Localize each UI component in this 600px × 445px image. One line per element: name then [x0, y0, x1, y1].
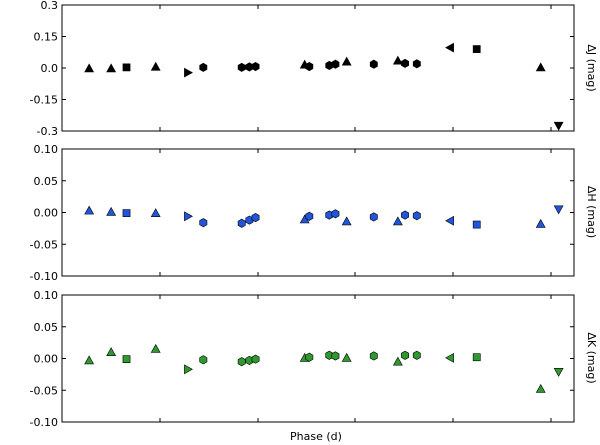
- data-point-square: [472, 220, 481, 229]
- ytick-label: 0.05: [34, 175, 59, 188]
- data-point-triangle-up: [84, 205, 95, 215]
- data-point-triangle-up: [341, 216, 352, 226]
- data-point-triangle-up: [535, 383, 546, 393]
- data-point-hexagon: [412, 211, 421, 221]
- data-point-square: [122, 209, 131, 218]
- data-point-hexagon: [251, 213, 260, 223]
- data-point-triangle-right: [184, 211, 193, 222]
- panel-k: 0.10 0.05 0.00 -0.05 -0.10 ΔK (mag): [30, 289, 598, 429]
- plot-area-j: [61, 4, 575, 132]
- data-point-triangle-left: [445, 352, 454, 363]
- yticks-h: 0.10 0.05 0.00 -0.05 -0.10: [30, 143, 574, 283]
- data-point-triangle-up: [535, 218, 546, 228]
- data-point-hexagon: [305, 211, 314, 221]
- data-point-triangle-up: [150, 343, 161, 353]
- data-point-hexagon: [369, 59, 378, 69]
- data-point-triangle-up: [84, 355, 95, 365]
- ytick-label: -0.3: [37, 125, 58, 138]
- data-point-triangle-up: [84, 63, 95, 73]
- data-point-hexagon: [305, 352, 314, 362]
- ytick-label: 0.15: [34, 31, 59, 44]
- data-point-hexagon: [369, 351, 378, 361]
- data-point-hexagon: [237, 62, 246, 72]
- data-point-hexagon: [401, 58, 409, 68]
- ytick-label: -0.05: [30, 238, 58, 251]
- data-point-hexagon: [199, 218, 208, 228]
- points-h: [84, 205, 564, 229]
- data-point-square: [472, 45, 481, 53]
- ytick-label: -0.10: [30, 416, 58, 429]
- data-point-square: [472, 353, 481, 362]
- data-point-hexagon: [369, 212, 378, 222]
- xlabel: Phase (d): [290, 430, 342, 443]
- data-point-hexagon: [251, 354, 260, 364]
- data-point-triangle-up: [106, 347, 117, 356]
- data-point-triangle-up: [341, 352, 352, 362]
- data-point-triangle-up: [106, 206, 117, 216]
- data-point-hexagon: [331, 209, 340, 219]
- xticks-h: [61, 149, 552, 276]
- ylabel-k: ΔK (mag): [585, 332, 598, 383]
- ytick-label: 0.05: [34, 321, 59, 334]
- data-point-hexagon: [199, 355, 208, 365]
- ytick-label: -0.10: [30, 270, 58, 283]
- data-point-triangle-up: [392, 55, 403, 65]
- data-point-hexagon: [412, 350, 421, 360]
- ylabel-h: ΔH (mag): [585, 186, 598, 238]
- yticks-j: 0.3 0.15 0.0 -0.15 -0.3: [30, 0, 574, 138]
- data-point-hexagon: [237, 218, 246, 228]
- data-point-triangle-up: [341, 56, 352, 66]
- data-point-triangle-right: [184, 364, 193, 375]
- data-point-hexagon: [331, 59, 340, 69]
- panel-j: 0.3 0.15 0.0 -0.15 -0.3 ΔJ (mag): [30, 0, 598, 138]
- ytick-label: 0.00: [34, 207, 59, 220]
- ytick-label: -0.05: [30, 384, 58, 397]
- data-point-triangle-up: [106, 63, 117, 73]
- data-point-triangle-down: [553, 121, 564, 131]
- plot-area-k: [61, 294, 575, 423]
- data-point-hexagon: [237, 357, 246, 367]
- data-point-triangle-down: [553, 368, 564, 377]
- points-k: [84, 343, 564, 393]
- data-point-hexagon: [412, 59, 421, 69]
- data-point-square: [122, 63, 131, 72]
- ytick-label: 0.10: [34, 143, 59, 156]
- xticks-k: [61, 295, 552, 422]
- data-point-triangle-up: [150, 61, 161, 71]
- ylabel-j: ΔJ (mag): [585, 44, 598, 91]
- panel-h: 0.10 0.05 0.00 -0.05 -0.10 ΔH (mag): [30, 143, 598, 283]
- ytick-label: 0.3: [41, 0, 59, 12]
- data-point-triangle-up: [392, 356, 403, 366]
- data-point-hexagon: [331, 351, 340, 361]
- data-point-hexagon: [251, 61, 260, 72]
- data-point-triangle-left: [445, 215, 454, 226]
- data-point-triangle-left: [445, 42, 454, 53]
- plot-area-h: [61, 148, 575, 277]
- yticks-k: 0.10 0.05 0.00 -0.05 -0.10: [30, 289, 574, 429]
- data-point-hexagon: [199, 62, 208, 72]
- data-point-triangle-right: [184, 67, 193, 78]
- data-point-hexagon: [401, 350, 409, 360]
- data-point-hexagon: [401, 210, 409, 220]
- data-point-triangle-up: [535, 62, 546, 72]
- points-j: [84, 42, 564, 131]
- ytick-label: 0.00: [34, 353, 59, 366]
- ytick-label: 0.10: [34, 289, 59, 302]
- data-point-triangle-down: [553, 205, 564, 215]
- data-point-square: [122, 355, 131, 364]
- data-point-hexagon: [305, 61, 314, 72]
- xticks-j: [61, 5, 552, 131]
- ytick-label: 0.0: [41, 62, 59, 75]
- data-point-triangle-up: [150, 208, 161, 217]
- ytick-label: -0.15: [30, 94, 58, 107]
- data-point-triangle-up: [392, 216, 403, 226]
